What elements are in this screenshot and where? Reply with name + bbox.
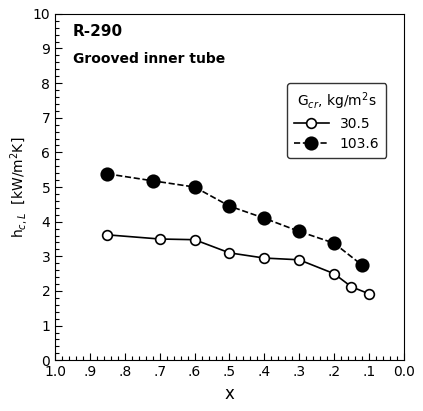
103.6 <box>105 171 110 176</box>
30.5 <box>192 237 197 242</box>
30.5 <box>332 271 337 276</box>
30.5 <box>262 256 267 261</box>
Line: 103.6: 103.6 <box>101 168 368 271</box>
103.6 <box>360 263 365 268</box>
Y-axis label: h$_{c,L}$  [kW/m$^{2}$K]: h$_{c,L}$ [kW/m$^{2}$K] <box>8 136 30 238</box>
Line: 30.5: 30.5 <box>103 230 374 299</box>
30.5 <box>227 250 232 255</box>
30.5 <box>105 232 110 237</box>
Text: R-290: R-290 <box>73 24 123 39</box>
103.6 <box>192 185 197 189</box>
103.6 <box>262 216 267 221</box>
X-axis label: x: x <box>225 385 234 403</box>
103.6 <box>227 203 232 208</box>
30.5 <box>349 284 354 289</box>
30.5 <box>297 257 302 262</box>
Legend: 30.5, 103.6: 30.5, 103.6 <box>287 83 386 158</box>
Text: Grooved inner tube: Grooved inner tube <box>73 52 225 66</box>
103.6 <box>150 178 155 183</box>
30.5 <box>366 291 371 296</box>
30.5 <box>157 237 162 242</box>
103.6 <box>332 241 337 246</box>
103.6 <box>297 229 302 234</box>
